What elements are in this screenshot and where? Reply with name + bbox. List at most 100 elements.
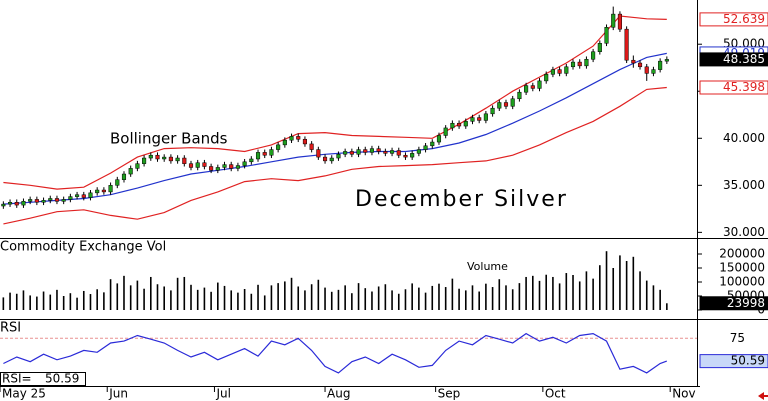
- candle-body: [470, 117, 475, 122]
- value-box: [699, 296, 768, 311]
- candle-body: [557, 69, 562, 74]
- volume-bar: [438, 283, 440, 310]
- volume-bar: [217, 282, 219, 310]
- candle-body: [396, 150, 401, 156]
- volume-bar: [129, 285, 132, 310]
- candle-body: [390, 150, 395, 154]
- volume-bar: [578, 281, 581, 310]
- volume-bar: [290, 277, 293, 310]
- candle-body: [664, 59, 669, 62]
- y-tick-label: 150000: [719, 261, 765, 275]
- volume-bar: [324, 287, 326, 310]
- candle-body: [195, 162, 200, 168]
- volume-bar: [149, 276, 152, 310]
- volume-bar: [163, 286, 165, 310]
- volume-bar: [170, 290, 172, 310]
- candle-body: [95, 189, 100, 194]
- candle-body: [28, 199, 33, 202]
- candle-body: [81, 194, 86, 198]
- candle-body: [597, 43, 602, 52]
- candle-body: [430, 141, 435, 147]
- volume-bar: [391, 290, 393, 310]
- x-tick-label: Jul: [215, 387, 230, 401]
- candle-body: [229, 164, 234, 169]
- volume-bar: [666, 303, 668, 310]
- volume-bar: [659, 289, 661, 310]
- candle-body: [483, 113, 488, 121]
- candle-body: [631, 59, 636, 64]
- volume-bar: [599, 265, 601, 310]
- candle-body: [591, 51, 596, 60]
- panel-title: RSI: [0, 321, 21, 336]
- candle-body: [490, 107, 495, 115]
- volume-bar: [511, 289, 514, 310]
- volume-bar: [183, 276, 186, 310]
- candle-body: [202, 162, 207, 167]
- volume-bar: [371, 291, 373, 310]
- volume-bar: [344, 285, 346, 310]
- candle-body: [262, 152, 267, 156]
- candle-body: [477, 117, 482, 121]
- volume-bar: [337, 289, 340, 310]
- candle-body: [356, 149, 361, 155]
- last-value-label: 50.59: [731, 354, 765, 368]
- annotation: Bollinger Bands: [110, 130, 228, 148]
- candle-body: [550, 69, 555, 75]
- volume-bar: [310, 284, 313, 310]
- x-tick-label: Aug: [327, 387, 350, 401]
- volume-bar: [29, 295, 31, 310]
- candle-body: [416, 149, 421, 154]
- candle-body: [48, 198, 53, 201]
- volume-bar: [532, 275, 534, 310]
- candle-body: [121, 173, 127, 180]
- volume-bar: [351, 293, 353, 310]
- volume-bar: [619, 255, 621, 310]
- candle-body: [282, 139, 287, 146]
- volume-bar: [203, 287, 206, 310]
- volume-bar: [284, 281, 286, 310]
- candle-body: [101, 189, 106, 193]
- candle-body: [369, 148, 375, 153]
- scroll-arrow[interactable]: [758, 392, 768, 400]
- candle-body: [155, 154, 160, 160]
- candle-body: [209, 166, 214, 171]
- readout-label: RSI=: [2, 372, 32, 386]
- volume-bar: [49, 294, 52, 310]
- volume-bar: [257, 284, 259, 310]
- volume-bar: [424, 292, 427, 310]
- volume-bar: [263, 295, 266, 310]
- volume-bar: [545, 274, 548, 310]
- y-tick-label: 75: [730, 331, 745, 345]
- volume-bar: [69, 293, 72, 310]
- candle-body: [457, 122, 462, 127]
- volume-bar: [2, 297, 5, 310]
- x-tick-label: Jun: [108, 387, 128, 401]
- candle-body: [624, 28, 629, 61]
- volume-bar: [592, 278, 594, 310]
- last-value-label: 23998: [727, 296, 765, 310]
- volume-bar: [15, 293, 18, 310]
- volume-bar: [89, 294, 92, 310]
- candle-body: [8, 202, 13, 205]
- candle-body: [61, 199, 66, 202]
- candle-body: [363, 149, 368, 153]
- volume-bar: [632, 256, 635, 310]
- volume-bar: [76, 297, 78, 310]
- candle-body: [376, 148, 381, 152]
- volume-bar: [357, 283, 360, 310]
- volume-bar: [552, 276, 554, 310]
- volume-bar: [518, 283, 521, 310]
- candle-body: [544, 74, 549, 82]
- candle-body: [510, 98, 515, 107]
- volume-bar: [123, 275, 125, 310]
- panel-label: Volume: [467, 260, 508, 273]
- volume-bar: [223, 285, 226, 310]
- volume-bar: [585, 271, 588, 310]
- candle-body: [463, 121, 468, 127]
- candle-body: [255, 152, 261, 160]
- volume-bar: [397, 293, 400, 310]
- candle-body: [383, 151, 388, 154]
- candle-body: [524, 85, 529, 93]
- candle-body: [322, 156, 328, 162]
- candle-body: [611, 13, 616, 28]
